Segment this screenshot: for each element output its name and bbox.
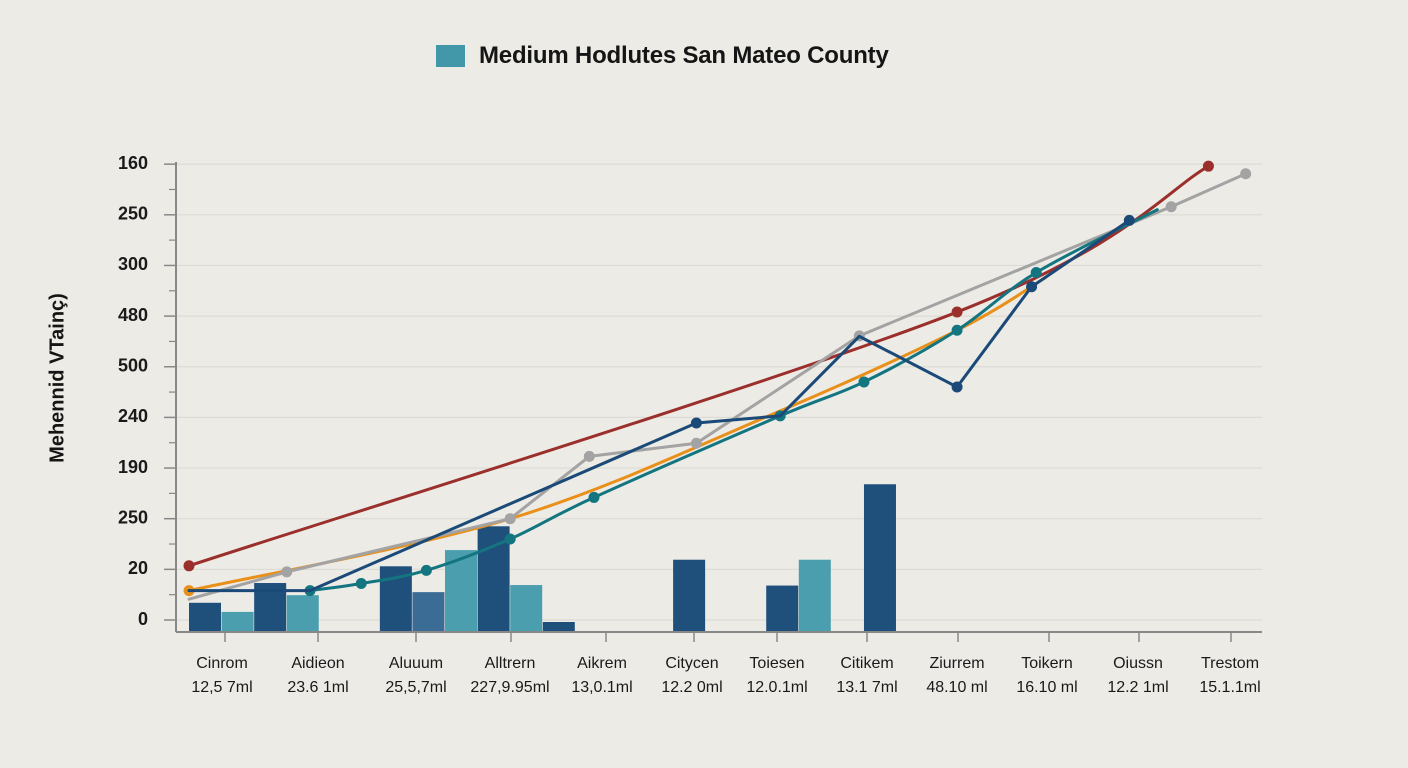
x-category-label: Toiesen <box>749 655 804 672</box>
series-line-gray <box>187 172 1248 601</box>
data-point-teal <box>420 564 432 576</box>
data-point-gray <box>1165 201 1177 213</box>
x-category-label: Ziurrem <box>929 655 984 672</box>
data-point-teal <box>355 578 367 590</box>
bar <box>798 559 831 632</box>
x-category-sublabel: 12,5 7ml <box>191 679 252 696</box>
data-point-navy <box>1123 214 1135 226</box>
data-point-gray <box>281 566 293 578</box>
data-point-navy <box>951 381 963 393</box>
x-category-label: Aidieon <box>291 655 344 672</box>
bar <box>510 585 543 632</box>
legend: Medium Hodlutes San Mateo County <box>436 42 889 70</box>
bar <box>863 484 896 632</box>
bar <box>542 622 575 632</box>
y-tick-label: 240 <box>118 406 148 426</box>
bar <box>189 602 221 632</box>
bar <box>477 526 510 632</box>
axis-labels: 160 250 300 480 500 240 190 250 20 0 Cinrom 12,5 7m… <box>118 153 1261 696</box>
bar <box>412 592 445 632</box>
series-line-orange <box>187 276 1048 593</box>
data-point-teal <box>504 533 516 545</box>
x-category-sublabel: 23.6 1ml <box>287 679 348 696</box>
x-category-label: Citikem <box>840 655 893 672</box>
y-tick-label: 20 <box>128 558 148 578</box>
data-point-teal <box>858 376 870 388</box>
y-tick-label: 480 <box>118 305 148 325</box>
bar <box>286 595 319 632</box>
x-category-label: Trestom <box>1201 655 1259 672</box>
y-tick-label: 160 <box>118 153 148 173</box>
series-line-navy <box>187 218 1131 593</box>
x-category-sublabel: 15.1.1ml <box>1199 679 1260 696</box>
x-category-label: Aluuum <box>389 655 443 672</box>
series-line-teal <box>308 208 1159 593</box>
gridlines <box>176 163 1262 621</box>
data-point-gray <box>690 437 702 449</box>
x-category-label: Alltrern <box>485 655 536 672</box>
data-point-teal <box>1030 267 1042 279</box>
data-point-red <box>1202 160 1214 172</box>
x-category-sublabel: 12.0.1ml <box>746 679 807 696</box>
data-point-teal <box>951 324 963 336</box>
x-category-sublabel: 12.2 0ml <box>661 679 722 696</box>
bar <box>766 585 799 632</box>
x-category-label: Toikern <box>1021 655 1073 672</box>
y-tick-label: 250 <box>118 204 148 224</box>
data-point-gray <box>1240 168 1252 180</box>
data-point-gray <box>504 513 516 525</box>
x-category-sublabel: 48.10 ml <box>926 679 987 696</box>
x-category-sublabel: 13.1 7ml <box>836 679 897 696</box>
y-tick-label: 500 <box>118 356 148 376</box>
y-tick-label: 300 <box>118 254 148 274</box>
x-category-sublabel: 16.10 ml <box>1016 679 1077 696</box>
x-category-sublabel: 12.2 1ml <box>1107 679 1168 696</box>
data-point-red <box>951 306 963 318</box>
bar <box>221 611 254 632</box>
bars <box>189 484 896 632</box>
legend-swatch <box>436 45 465 67</box>
data-point-teal <box>588 491 600 503</box>
data-point-navy <box>1026 281 1038 293</box>
x-category-label: Cinrom <box>196 655 248 672</box>
y-tick-label: 250 <box>118 507 148 527</box>
chart-title: Medium Hodlutes San Mateo County <box>479 42 889 69</box>
y-tick-label: 190 <box>118 457 148 477</box>
data-point-gray <box>583 450 595 462</box>
data-point-navy <box>690 417 702 429</box>
data-point-red <box>183 560 195 572</box>
x-category-sublabel: 25,5,7ml <box>385 679 446 696</box>
series-lines <box>183 160 1252 601</box>
axes <box>164 162 1262 642</box>
x-category-label: Aikrem <box>577 655 627 672</box>
y-tick-label: 0 <box>138 609 148 629</box>
x-category-sublabel: 227,9.95ml <box>470 679 549 696</box>
series-line-red <box>187 164 1210 568</box>
bar <box>673 559 706 632</box>
x-category-label: Citycen <box>665 655 718 672</box>
x-category-sublabel: 13,0.1ml <box>571 679 632 696</box>
x-category-label: Oiussn <box>1113 655 1163 672</box>
